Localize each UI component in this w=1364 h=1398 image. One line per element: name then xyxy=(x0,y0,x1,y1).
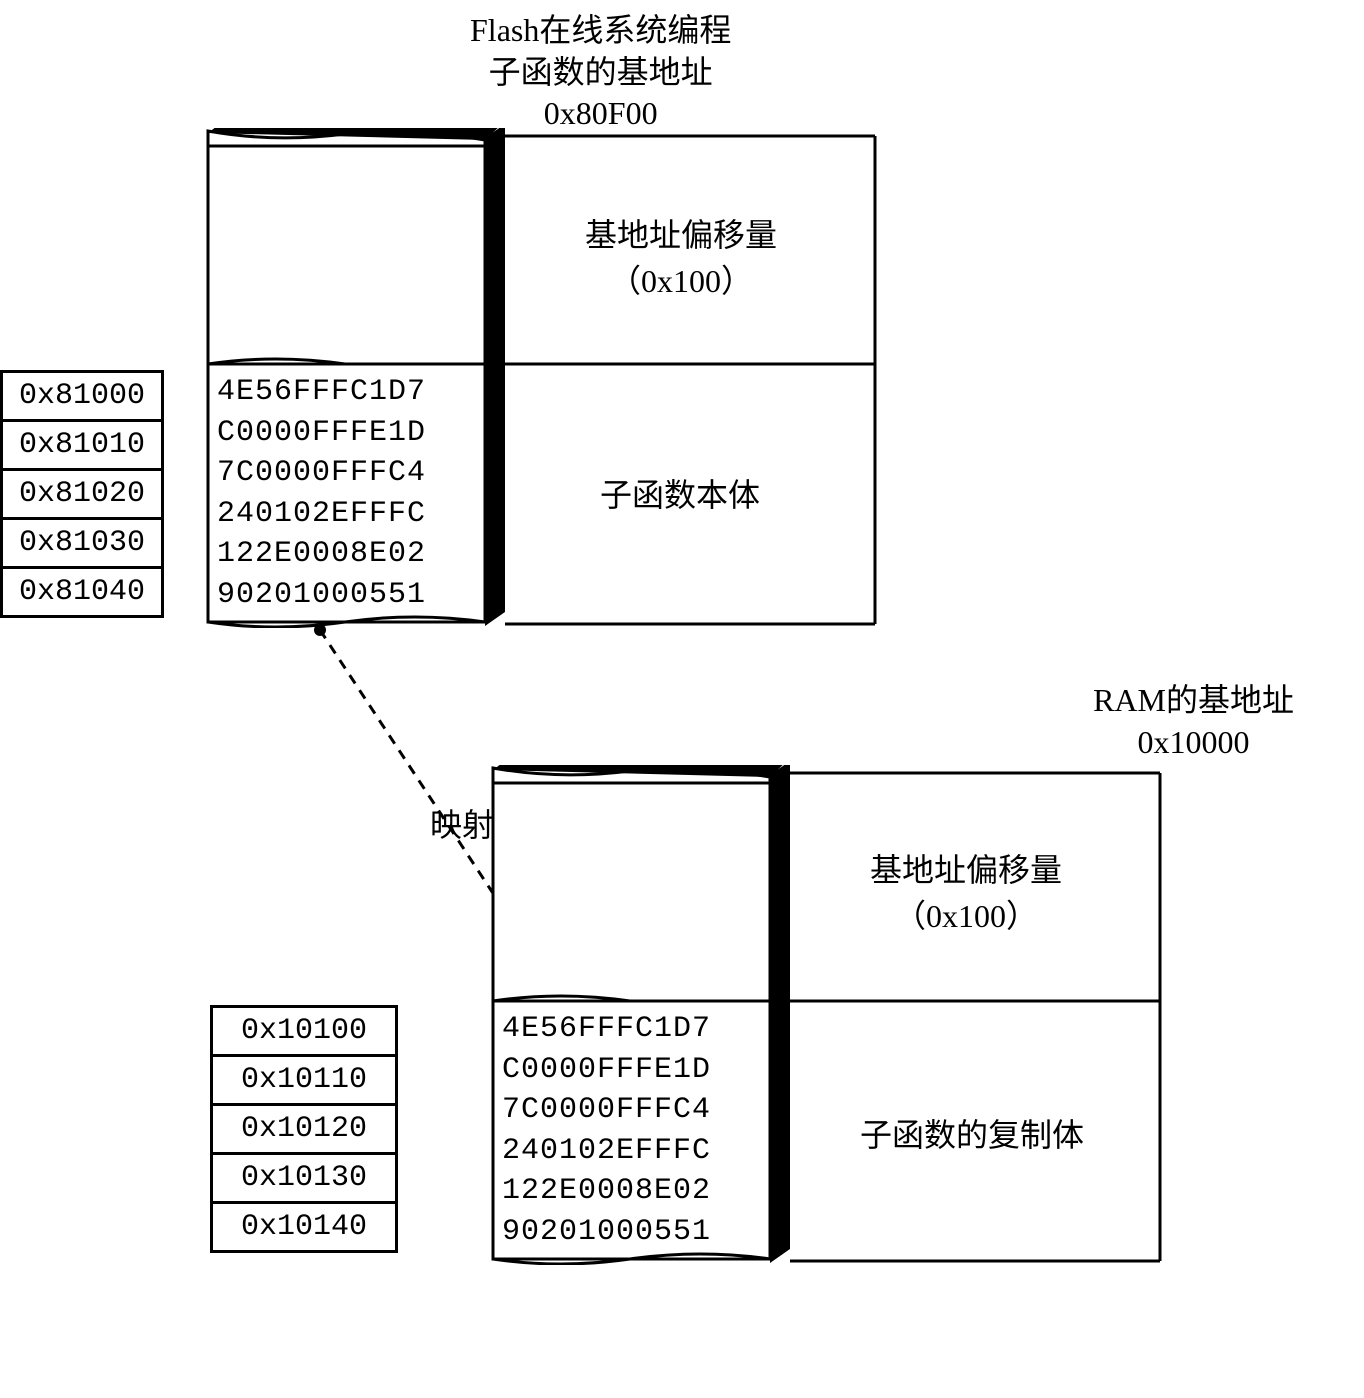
bottom-title-line2: 0x10000 xyxy=(1093,722,1294,764)
top-body-label: 子函数本体 xyxy=(600,470,760,516)
bottom-addr-3: 0x10130 xyxy=(212,1154,397,1203)
bottom-address-table: 0x10100 0x10110 0x10120 0x10130 0x10140 xyxy=(210,1005,398,1253)
bottom-data-container: 4E56FFFC1D7 C0000FFFE1D 7C0000FFFC4 2401… xyxy=(502,1009,711,1252)
bottom-addr-2: 0x10120 xyxy=(212,1105,397,1154)
bottom-data-line-5: 90201000551 xyxy=(502,1212,711,1253)
diagram-container: Flash在线系统编程 子函数的基地址 0x80F00 4E56FFFC1D7 … xyxy=(0,0,1364,1398)
top-addr-3: 0x81030 xyxy=(2,519,163,568)
bottom-offset-label: 基地址偏移量 （0x100） xyxy=(870,845,1062,937)
bottom-data-line-0: 4E56FFFC1D7 xyxy=(502,1009,711,1050)
top-offset-label-line2: （0x100） xyxy=(585,256,777,302)
bottom-title: RAM的基地址 0x10000 xyxy=(1093,680,1294,763)
bottom-data-line-2: 7C0000FFFC4 xyxy=(502,1090,711,1131)
bottom-data-line-3: 240102EFFFC xyxy=(502,1131,711,1172)
top-data-line-1: C0000FFFE1D xyxy=(217,413,426,454)
top-address-table: 0x81000 0x81010 0x81020 0x81030 0x81040 xyxy=(0,370,164,618)
bottom-data-line-4: 122E0008E02 xyxy=(502,1171,711,1212)
bottom-title-line1: RAM的基地址 xyxy=(1093,680,1294,722)
arrow-label: 映射 xyxy=(430,800,494,846)
bottom-data-line-1: C0000FFFE1D xyxy=(502,1050,711,1091)
top-data-container: 4E56FFFC1D7 C0000FFFE1D 7C0000FFFC4 2401… xyxy=(217,372,426,615)
top-addr-1: 0x81010 xyxy=(2,421,163,470)
top-title-line2: 子函数的基地址 xyxy=(470,52,731,94)
top-addr-2: 0x81020 xyxy=(2,470,163,519)
top-offset-label-line1: 基地址偏移量 xyxy=(585,210,777,256)
top-data-line-4: 122E0008E02 xyxy=(217,534,426,575)
top-offset-label: 基地址偏移量 （0x100） xyxy=(585,210,777,302)
top-data-line-5: 90201000551 xyxy=(217,575,426,616)
bottom-offset-label-line1: 基地址偏移量 xyxy=(870,845,1062,891)
top-data-line-3: 240102EFFFC xyxy=(217,494,426,535)
top-data-line-0: 4E56FFFC1D7 xyxy=(217,372,426,413)
bottom-body-label: 子函数的复制体 xyxy=(860,1110,1084,1156)
top-title: Flash在线系统编程 子函数的基地址 0x80F00 xyxy=(470,10,731,135)
top-addr-0: 0x81000 xyxy=(2,372,163,421)
bottom-addr-0: 0x10100 xyxy=(212,1007,397,1056)
top-addr-4: 0x81040 xyxy=(2,568,163,617)
top-title-line1: Flash在线系统编程 xyxy=(470,10,731,52)
bottom-addr-4: 0x10140 xyxy=(212,1203,397,1252)
bottom-offset-label-line2: （0x100） xyxy=(870,891,1062,937)
top-brackets-svg xyxy=(505,128,1005,638)
bottom-brackets-svg xyxy=(790,765,1290,1275)
bottom-addr-1: 0x10110 xyxy=(212,1056,397,1105)
top-data-line-2: 7C0000FFFC4 xyxy=(217,453,426,494)
